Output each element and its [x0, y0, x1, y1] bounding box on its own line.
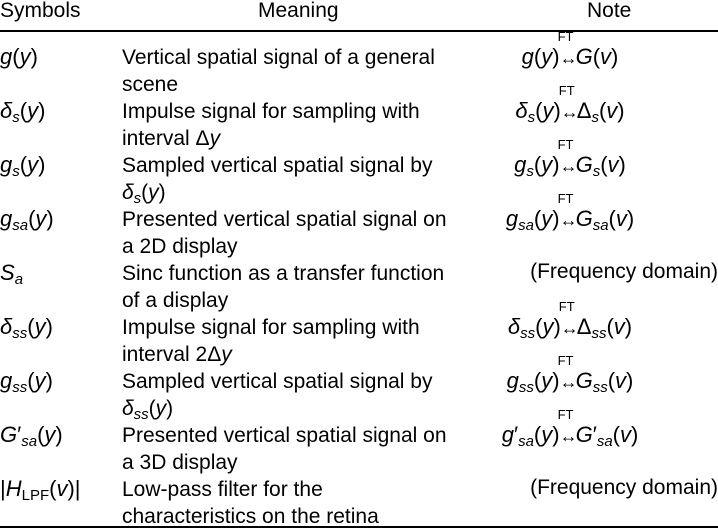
- meaning-cell: Low-pass filter for the characteristics …: [122, 478, 379, 528]
- table-row: δs(y) Impulse signal for sampling with i…: [0, 83, 718, 150]
- fourier-transform-arrow-icon: FT ↔: [557, 29, 578, 68]
- table-row: g(y) Vertical spatial signal of a genera…: [0, 29, 718, 96]
- note-cell: (Frequency domain): [530, 260, 718, 283]
- note-cell: δss(y) FT ↔Δss(v): [507, 299, 633, 342]
- fourier-transform-arrow-icon: FT ↔: [557, 353, 578, 392]
- symbol-cell: Sa: [0, 260, 24, 288]
- fourier-transform-arrow-icon: FT ↔: [558, 83, 579, 122]
- header-symbols: Symbols: [0, 0, 81, 22]
- fourier-transform-arrow-icon: FT ↔: [557, 137, 578, 176]
- fourier-transform-arrow-icon: FT ↔: [557, 191, 578, 230]
- symbol-cell: gss(y): [0, 368, 53, 396]
- table-header: Symbols Meaning Note: [0, 0, 718, 30]
- meaning-cell: Sampled vertical spatial signal by δss(y…: [122, 370, 433, 423]
- table-row: gsa(y) Presented vertical spatial signal…: [0, 191, 718, 258]
- table-row: gss(y) Sampled vertical spatial signal b…: [0, 353, 718, 422]
- meaning-cell: Sinc function as a transfer function of …: [122, 262, 445, 312]
- table-row: |HLPF(v)| Low-pass filter for the charac…: [0, 464, 718, 528]
- symbol-cell: gsa(y): [0, 206, 54, 234]
- bottom-rule: [0, 526, 718, 528]
- fourier-transform-arrow-icon: FT ↔: [558, 299, 579, 338]
- symbol-cell: δs(y): [0, 98, 46, 126]
- note-cell: (Frequency domain): [530, 476, 718, 499]
- meaning-cell: Sampled vertical spatial signal by δs(y): [122, 154, 433, 207]
- meaning-cell: Impulse signal for sampling with interva…: [122, 100, 420, 150]
- symbol-cell: g(y): [0, 44, 38, 69]
- meaning-cell: Impulse signal for sampling with interva…: [122, 316, 420, 366]
- symbol-cell: |HLPF(v)|: [0, 476, 81, 504]
- table-row: δss(y) Impulse signal for sampling with …: [0, 299, 718, 366]
- meaning-cell: Presented vertical spatial signal on a 3…: [122, 424, 447, 474]
- note-cell: gs(y) FT ↔Gs(v): [514, 137, 626, 180]
- note-cell: g(y) FT ↔G(v): [521, 29, 619, 69]
- header-rule: [0, 30, 718, 32]
- symbol-cell: gs(y): [0, 152, 46, 180]
- table-row: G′sa(y) Presented vertical spatial signa…: [0, 407, 718, 474]
- note-cell: gss(y) FT ↔Gss(v): [506, 353, 634, 396]
- table-row: Sa Sinc function as a transfer function …: [0, 248, 718, 312]
- header-meaning: Meaning: [258, 0, 339, 22]
- note-cell: g′sa(y) FT ↔G′sa(v): [501, 407, 639, 450]
- fourier-transform-arrow-icon: FT ↔: [557, 407, 578, 446]
- note-cell: δs(y) FT ↔Δs(v): [515, 83, 625, 126]
- table-row: gs(y) Sampled vertical spatial signal by…: [0, 137, 718, 206]
- header-note: Note: [587, 0, 632, 22]
- meaning-cell: Vertical spatial signal of a general sce…: [122, 46, 435, 96]
- meaning-cell: Presented vertical spatial signal on a 2…: [122, 208, 447, 258]
- note-cell: gsa(y) FT ↔Gsa(v): [505, 191, 635, 234]
- symbol-cell: δss(y): [0, 314, 53, 342]
- symbol-cell: G′sa(y): [0, 422, 63, 450]
